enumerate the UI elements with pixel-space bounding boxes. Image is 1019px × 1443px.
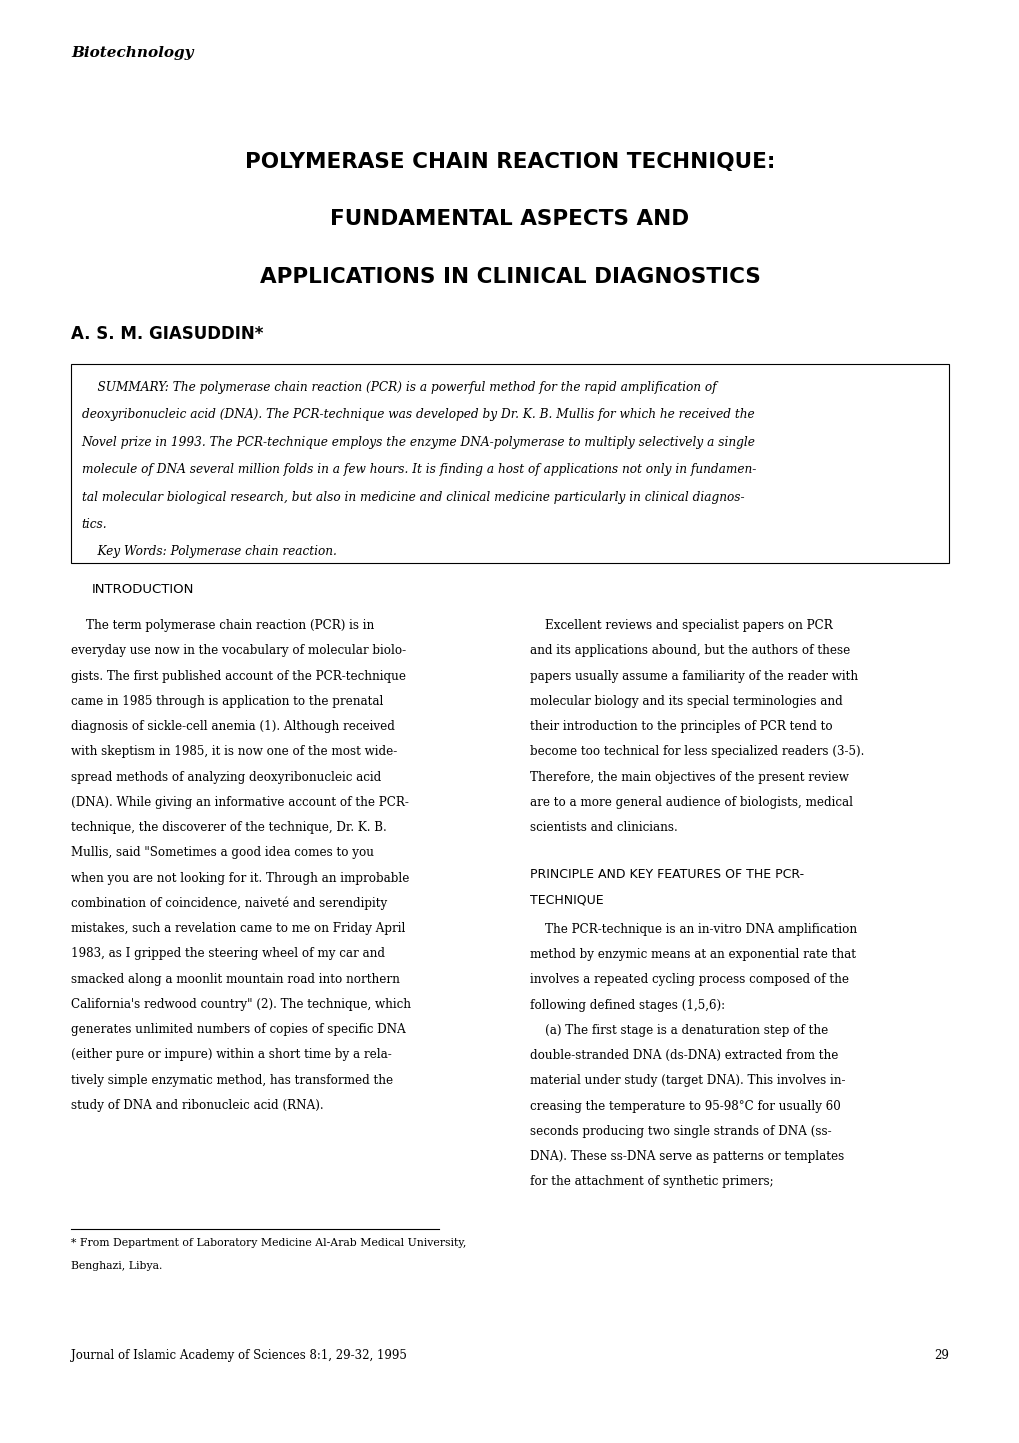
Text: Benghazi, Libya.: Benghazi, Libya. — [71, 1261, 163, 1271]
Text: * From Department of Laboratory Medicine Al-Arab Medical University,: * From Department of Laboratory Medicine… — [71, 1238, 467, 1248]
Text: for the attachment of synthetic primers;: for the attachment of synthetic primers; — [530, 1176, 773, 1189]
Text: creasing the temperature to 95-98°C for usually 60: creasing the temperature to 95-98°C for … — [530, 1100, 841, 1113]
Text: FUNDAMENTAL ASPECTS AND: FUNDAMENTAL ASPECTS AND — [330, 209, 689, 229]
Text: Key Words: Polymerase chain reaction.: Key Words: Polymerase chain reaction. — [82, 545, 336, 558]
Text: (either pure or impure) within a short time by a rela-: (either pure or impure) within a short t… — [71, 1049, 391, 1062]
Text: came in 1985 through is application to the prenatal: came in 1985 through is application to t… — [71, 696, 383, 709]
Text: deoxyribonucleic acid (DNA). The PCR-technique was developed by Dr. K. B. Mullis: deoxyribonucleic acid (DNA). The PCR-tec… — [82, 408, 753, 421]
Text: (a) The first stage is a denaturation step of the: (a) The first stage is a denaturation st… — [530, 1025, 827, 1038]
Text: PRINCIPLE AND KEY FEATURES OF THE PCR-: PRINCIPLE AND KEY FEATURES OF THE PCR- — [530, 869, 804, 882]
Text: TECHNIQUE: TECHNIQUE — [530, 895, 603, 908]
Text: Novel prize in 1993. The PCR-technique employs the enzyme DNA-polymerase to mult: Novel prize in 1993. The PCR-technique e… — [82, 436, 755, 449]
Text: are to a more general audience of biologists, medical: are to a more general audience of biolog… — [530, 797, 853, 810]
Text: Mullis, said "Sometimes a good idea comes to you: Mullis, said "Sometimes a good idea come… — [71, 846, 374, 860]
Text: Journal of Islamic Academy of Sciences 8:1, 29-32, 1995: Journal of Islamic Academy of Sciences 8… — [71, 1349, 407, 1362]
Text: INTRODUCTION: INTRODUCTION — [92, 583, 194, 596]
Text: study of DNA and ribonucleic acid (RNA).: study of DNA and ribonucleic acid (RNA). — [71, 1100, 324, 1113]
Text: tively simple enzymatic method, has transformed the: tively simple enzymatic method, has tran… — [71, 1074, 393, 1087]
Text: with skeptism in 1985, it is now one of the most wide-: with skeptism in 1985, it is now one of … — [71, 746, 397, 759]
Text: smacked along a moonlit mountain road into northern: smacked along a moonlit mountain road in… — [71, 973, 399, 986]
Text: combination of coincidence, naiveté and serendipity: combination of coincidence, naiveté and … — [71, 898, 387, 911]
Text: papers usually assume a familiarity of the reader with: papers usually assume a familiarity of t… — [530, 670, 858, 683]
Text: POLYMERASE CHAIN REACTION TECHNIQUE:: POLYMERASE CHAIN REACTION TECHNIQUE: — [245, 152, 774, 172]
Text: involves a repeated cycling process composed of the: involves a repeated cycling process comp… — [530, 974, 849, 987]
Text: molecule of DNA several million folds in a few hours. It is finding a host of ap: molecule of DNA several million folds in… — [82, 463, 755, 476]
Text: material under study (target DNA). This involves in-: material under study (target DNA). This … — [530, 1074, 845, 1088]
Text: DNA). These ss-DNA serve as patterns or templates: DNA). These ss-DNA serve as patterns or … — [530, 1150, 844, 1163]
Text: technique, the discoverer of the technique, Dr. K. B.: technique, the discoverer of the techniq… — [71, 821, 387, 834]
Text: seconds producing two single strands of DNA (ss-: seconds producing two single strands of … — [530, 1126, 832, 1139]
Text: following defined stages (1,5,6):: following defined stages (1,5,6): — [530, 999, 725, 1012]
Text: A. S. M. GIASUDDIN*: A. S. M. GIASUDDIN* — [71, 325, 264, 342]
Text: molecular biology and its special terminologies and: molecular biology and its special termin… — [530, 696, 843, 709]
Text: generates unlimited numbers of copies of specific DNA: generates unlimited numbers of copies of… — [71, 1023, 406, 1036]
Text: (DNA). While giving an informative account of the PCR-: (DNA). While giving an informative accou… — [71, 797, 409, 810]
Text: their introduction to the principles of PCR tend to: their introduction to the principles of … — [530, 720, 833, 733]
Text: double-stranded DNA (ds-DNA) extracted from the: double-stranded DNA (ds-DNA) extracted f… — [530, 1049, 838, 1062]
Text: tal molecular biological research, but also in medicine and clinical medicine pa: tal molecular biological research, but a… — [82, 491, 744, 504]
Text: The term polymerase chain reaction (PCR) is in: The term polymerase chain reaction (PCR)… — [71, 619, 374, 632]
Text: method by enzymic means at an exponential rate that: method by enzymic means at an exponentia… — [530, 948, 856, 961]
Text: and its applications abound, but the authors of these: and its applications abound, but the aut… — [530, 644, 850, 658]
Text: when you are not looking for it. Through an improbable: when you are not looking for it. Through… — [71, 872, 410, 885]
Text: Excellent reviews and specialist papers on PCR: Excellent reviews and specialist papers … — [530, 619, 833, 632]
Text: California's redwood country" (2). The technique, which: California's redwood country" (2). The t… — [71, 999, 411, 1012]
Text: gists. The first published account of the PCR-technique: gists. The first published account of th… — [71, 670, 406, 683]
Text: become too technical for less specialized readers (3-5).: become too technical for less specialize… — [530, 746, 864, 759]
Text: diagnosis of sickle-cell anemia (1). Although received: diagnosis of sickle-cell anemia (1). Alt… — [71, 720, 395, 733]
Text: scientists and clinicians.: scientists and clinicians. — [530, 821, 678, 834]
FancyBboxPatch shape — [71, 364, 948, 563]
Text: everyday use now in the vocabulary of molecular biolo-: everyday use now in the vocabulary of mo… — [71, 644, 407, 658]
Text: SUMMARY: The polymerase chain reaction (PCR) is a powerful method for the rapid : SUMMARY: The polymerase chain reaction (… — [82, 381, 715, 394]
Text: spread methods of analyzing deoxyribonucleic acid: spread methods of analyzing deoxyribonuc… — [71, 771, 381, 784]
Text: tics.: tics. — [82, 518, 107, 531]
Text: 1983, as I gripped the steering wheel of my car and: 1983, as I gripped the steering wheel of… — [71, 948, 385, 961]
Text: Biotechnology: Biotechnology — [71, 46, 194, 61]
Text: 29: 29 — [932, 1349, 948, 1362]
Text: APPLICATIONS IN CLINICAL DIAGNOSTICS: APPLICATIONS IN CLINICAL DIAGNOSTICS — [259, 267, 760, 287]
Text: The PCR-technique is an in-vitro DNA amplification: The PCR-technique is an in-vitro DNA amp… — [530, 924, 857, 937]
Text: mistakes, such a revelation came to me on Friday April: mistakes, such a revelation came to me o… — [71, 922, 406, 935]
Text: Therefore, the main objectives of the present review: Therefore, the main objectives of the pr… — [530, 771, 849, 784]
